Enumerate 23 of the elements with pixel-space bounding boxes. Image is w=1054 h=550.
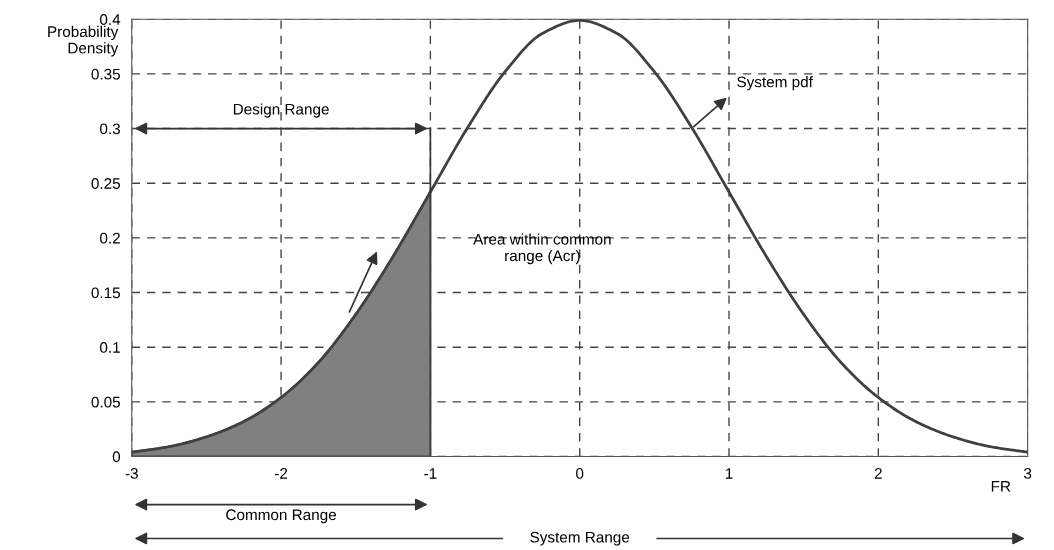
- x-axis-title: FR: [991, 481, 1011, 492]
- x-tick-label: 2: [874, 468, 882, 479]
- y-tick-label: 0.15: [91, 287, 120, 299]
- x-tick-label: 0: [576, 468, 584, 479]
- annotation: Design Range: [233, 103, 329, 118]
- text: System Range: [530, 531, 630, 546]
- y-tick-label: 0: [112, 451, 121, 463]
- text: Common Range: [226, 509, 337, 524]
- x-tick-label: -1: [424, 468, 437, 479]
- y-tick-label: 0.05: [91, 396, 120, 408]
- x-tick-label: 1: [725, 468, 733, 479]
- y-tick-label: 0.4: [100, 14, 121, 25]
- y-axis-title: Probability Density: [48, 25, 119, 57]
- annotation: Area within common range (Acr): [473, 233, 611, 265]
- x-tick-label: 3: [1023, 468, 1032, 479]
- x-tick-label: -2: [274, 468, 288, 479]
- y-tick-label: 0.1: [100, 342, 120, 353]
- y-tick-label: 0.25: [91, 178, 120, 189]
- x-tick-label: -3: [125, 468, 138, 479]
- y-tick-label: 0.2: [100, 232, 120, 244]
- annotation: System pdf: [737, 76, 813, 91]
- y-tick-label: 0.3: [100, 123, 120, 135]
- y-tick-label: 0.35: [91, 68, 120, 80]
